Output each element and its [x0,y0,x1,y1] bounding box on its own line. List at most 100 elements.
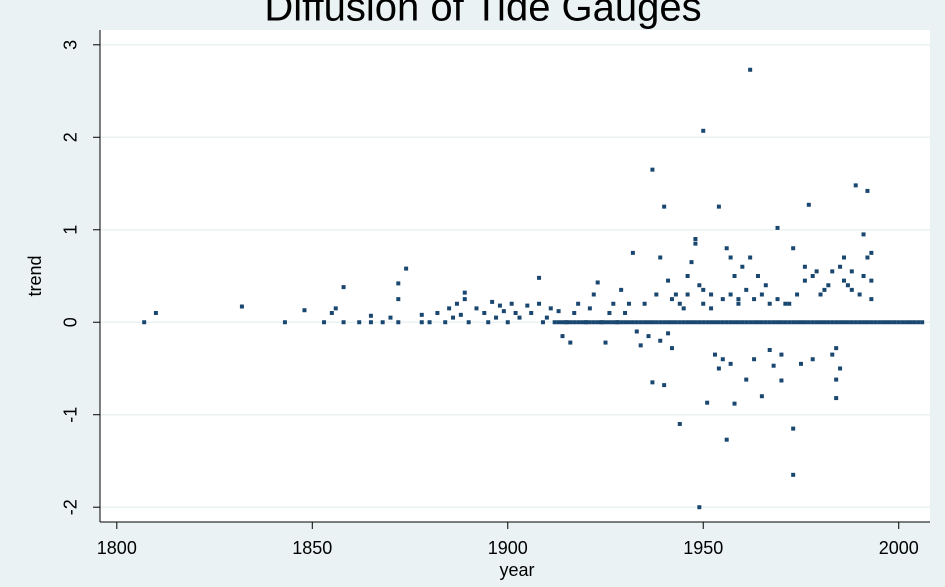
point [709,292,714,297]
point [795,320,800,325]
point [908,320,913,325]
point [744,320,749,325]
point [877,320,882,325]
point [505,320,510,325]
point [572,310,577,315]
point [642,301,647,306]
point [775,225,780,230]
point [282,320,287,325]
point [798,361,803,366]
point [888,320,893,325]
point [560,334,565,339]
point [669,346,674,351]
point [904,320,909,325]
point [818,292,823,297]
point [685,274,690,278]
point [822,320,827,325]
point [513,310,518,315]
point [677,320,682,325]
point [916,320,921,325]
point [716,204,721,209]
point [341,285,346,290]
point [728,292,733,297]
point [623,320,628,325]
point [540,320,545,325]
point [841,278,846,283]
point [427,320,432,325]
point [755,320,760,325]
point [650,167,655,172]
point [603,340,608,345]
point [838,320,843,325]
point [619,287,624,292]
point [419,312,424,317]
point [783,301,788,306]
point [611,320,616,325]
point [798,320,803,325]
point [752,357,757,362]
point [568,320,573,325]
point [732,401,737,406]
point [748,255,753,260]
point [619,320,624,325]
point [748,320,753,325]
point [404,266,409,271]
point [834,396,839,401]
point [466,320,471,325]
point [681,306,686,311]
point [701,301,706,306]
point [869,278,874,283]
point [357,320,362,325]
point [322,320,327,325]
point [654,292,659,297]
point [572,320,577,325]
point [810,357,815,362]
y-tick-label: 2 [61,132,81,142]
point [396,297,401,302]
point [724,246,729,251]
point [509,301,514,306]
point [744,377,749,382]
point [712,320,717,325]
point [548,306,553,311]
point [830,352,835,357]
point [556,320,561,325]
point [552,320,557,325]
point [576,301,581,306]
point [869,250,874,255]
point [732,274,737,278]
point [834,377,839,382]
point [791,246,796,251]
point [650,380,655,385]
point [490,299,495,304]
point [728,320,733,325]
point [666,331,671,336]
point [396,281,401,286]
point [677,301,682,306]
point [537,301,542,306]
point [669,297,674,302]
point [736,301,741,306]
point [454,301,459,306]
point [869,297,874,302]
point [775,320,780,325]
point [724,437,729,442]
point [368,313,373,318]
point [662,383,667,388]
point [595,320,600,325]
point [646,320,651,325]
point [806,320,811,325]
point [728,361,733,366]
point [802,278,807,283]
point [857,320,862,325]
plot-area [100,30,930,522]
point [759,292,764,297]
y-tick-label: 3 [61,40,81,50]
point [736,297,741,302]
point [795,292,800,297]
point [697,505,702,510]
point [603,320,608,325]
point [900,320,905,325]
point [591,320,596,325]
